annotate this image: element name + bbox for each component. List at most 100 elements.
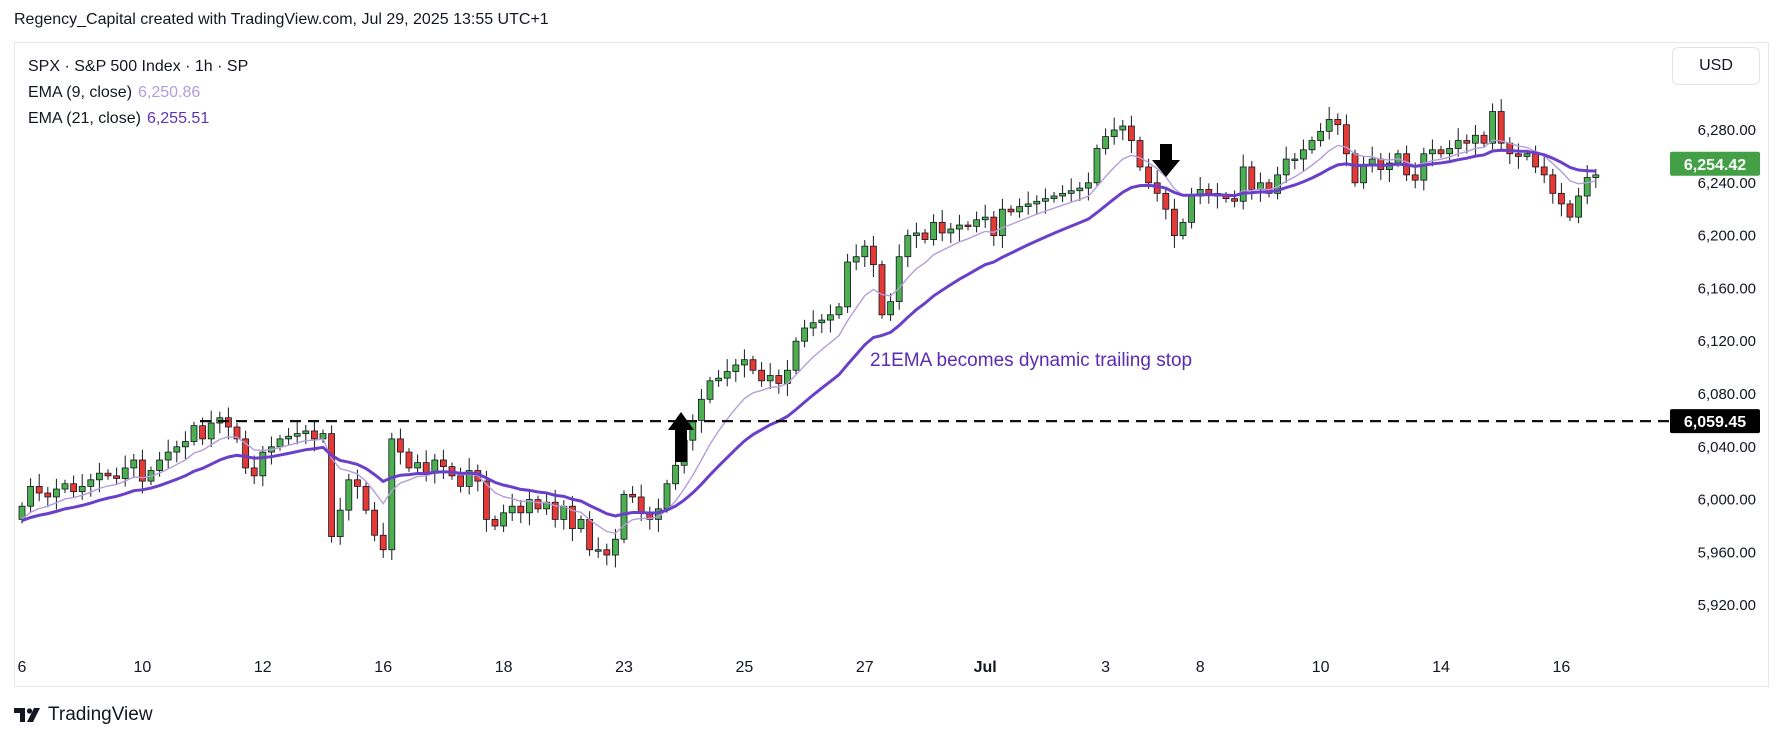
candle-up bbox=[689, 419, 697, 441]
candle-up bbox=[1102, 136, 1109, 149]
candle-up bbox=[1291, 158, 1299, 161]
candle-down bbox=[379, 534, 387, 551]
candle-up bbox=[999, 208, 1006, 236]
candle-down bbox=[233, 426, 241, 440]
candle-up bbox=[1583, 177, 1591, 197]
candle-up bbox=[1016, 206, 1023, 213]
candle-down bbox=[551, 501, 559, 520]
price-badges: 6,254.42 6,059.45 bbox=[1670, 151, 1760, 434]
candle-down bbox=[1171, 208, 1178, 236]
candle-up bbox=[78, 485, 86, 493]
candle-down bbox=[1248, 166, 1256, 190]
candle-down bbox=[1205, 188, 1213, 194]
candle-down bbox=[938, 221, 946, 234]
candle-down bbox=[603, 549, 611, 556]
x-tick-label: 27 bbox=[856, 659, 874, 676]
candle-down bbox=[104, 472, 112, 477]
candle-up bbox=[1360, 163, 1367, 184]
candle-down bbox=[534, 499, 542, 510]
candle-up bbox=[818, 319, 826, 324]
candle-up bbox=[190, 425, 198, 442]
x-tick-label: 14 bbox=[1432, 659, 1450, 676]
candle-down bbox=[1480, 134, 1488, 144]
symbol-title[interactable]: SPX · S&P 500 Index · 1h · SP bbox=[28, 58, 249, 75]
y-tick-label: 5,920.00 bbox=[1698, 597, 1756, 614]
candle-down bbox=[422, 462, 430, 474]
candle-down bbox=[870, 245, 877, 266]
candle-up bbox=[87, 479, 95, 487]
candle-up bbox=[973, 219, 980, 227]
candle-up bbox=[1076, 187, 1084, 192]
candle-up bbox=[706, 380, 714, 400]
candle-down bbox=[405, 451, 413, 469]
candle-up bbox=[465, 470, 473, 487]
candle-down bbox=[990, 216, 998, 236]
candle-down bbox=[637, 496, 645, 514]
candle-up bbox=[715, 377, 722, 382]
tradingview-brand-label: TradingView bbox=[48, 704, 153, 725]
candle-down bbox=[1136, 140, 1144, 168]
candle-down bbox=[1515, 153, 1522, 157]
x-tick-label: 23 bbox=[615, 659, 633, 676]
candle-down bbox=[758, 369, 765, 382]
candle-down bbox=[70, 483, 77, 493]
candle-up bbox=[1110, 129, 1118, 137]
last-price-badge bbox=[1670, 151, 1760, 176]
x-tick-label: Jul bbox=[974, 659, 997, 676]
candle-down bbox=[629, 493, 636, 498]
candle-up bbox=[560, 505, 568, 520]
ema21-label: EMA (21, close) bbox=[28, 110, 141, 127]
candle-down bbox=[242, 438, 250, 469]
candle-up bbox=[1446, 148, 1453, 155]
candle-up bbox=[895, 256, 903, 303]
candle-up bbox=[930, 221, 937, 240]
y-tick-label: 6,160.00 bbox=[1698, 280, 1756, 297]
candle-up bbox=[612, 538, 619, 556]
y-tick-label: 6,240.00 bbox=[1698, 175, 1756, 192]
ema21-line bbox=[21, 148, 1596, 523]
candle-up bbox=[1454, 140, 1462, 149]
candle-down bbox=[1549, 174, 1557, 194]
candle-up bbox=[1592, 174, 1600, 178]
y-tick-label: 6,280.00 bbox=[1698, 122, 1756, 139]
price-axis: 5,920.00 5,960.00 6,000.00 6,040.00 6,080.00… bbox=[1698, 122, 1756, 614]
candle-up bbox=[414, 462, 422, 469]
candle-up bbox=[732, 364, 740, 372]
y-tick-label: 5,960.00 bbox=[1698, 544, 1756, 561]
candle-up bbox=[792, 340, 800, 371]
candle-up bbox=[766, 375, 774, 382]
candle-up bbox=[156, 459, 164, 471]
candle-down bbox=[482, 480, 490, 520]
candle-up bbox=[53, 488, 60, 498]
candle-up bbox=[1523, 153, 1531, 157]
level-price-badge-label: 6,059.45 bbox=[1684, 414, 1746, 431]
candles-layer bbox=[18, 99, 1600, 568]
currency-button[interactable]: USD bbox=[1672, 47, 1760, 85]
candle-down bbox=[1437, 149, 1445, 155]
x-tick-label: 12 bbox=[254, 659, 272, 676]
candle-down bbox=[224, 417, 232, 428]
ema9-value: 6,250.86 bbox=[138, 84, 201, 101]
candle-up bbox=[1300, 149, 1307, 160]
chart-frame[interactable] bbox=[14, 42, 1769, 687]
candle-up bbox=[809, 322, 817, 329]
candle-down bbox=[1463, 140, 1471, 144]
candle-up bbox=[1282, 158, 1290, 176]
candle-down bbox=[1566, 203, 1574, 218]
candle-up bbox=[741, 359, 748, 366]
down-arrow-icon bbox=[1152, 144, 1180, 177]
candle-down bbox=[491, 519, 499, 527]
tradingview-brand[interactable]: TradingView bbox=[14, 704, 153, 726]
candle-down bbox=[1497, 111, 1505, 144]
candle-down bbox=[362, 485, 370, 511]
ema21-legend[interactable]: EMA (21, close) 6,255.51 bbox=[28, 106, 248, 132]
candle-up bbox=[121, 467, 129, 479]
candle-up bbox=[577, 519, 585, 530]
candle-down bbox=[775, 375, 783, 384]
ema9-legend[interactable]: EMA (9, close) 6,250.86 bbox=[28, 80, 248, 106]
candle-down bbox=[199, 425, 207, 440]
candle-down bbox=[1532, 153, 1539, 168]
y-tick-label: 6,200.00 bbox=[1698, 228, 1756, 245]
candle-up bbox=[500, 512, 508, 527]
